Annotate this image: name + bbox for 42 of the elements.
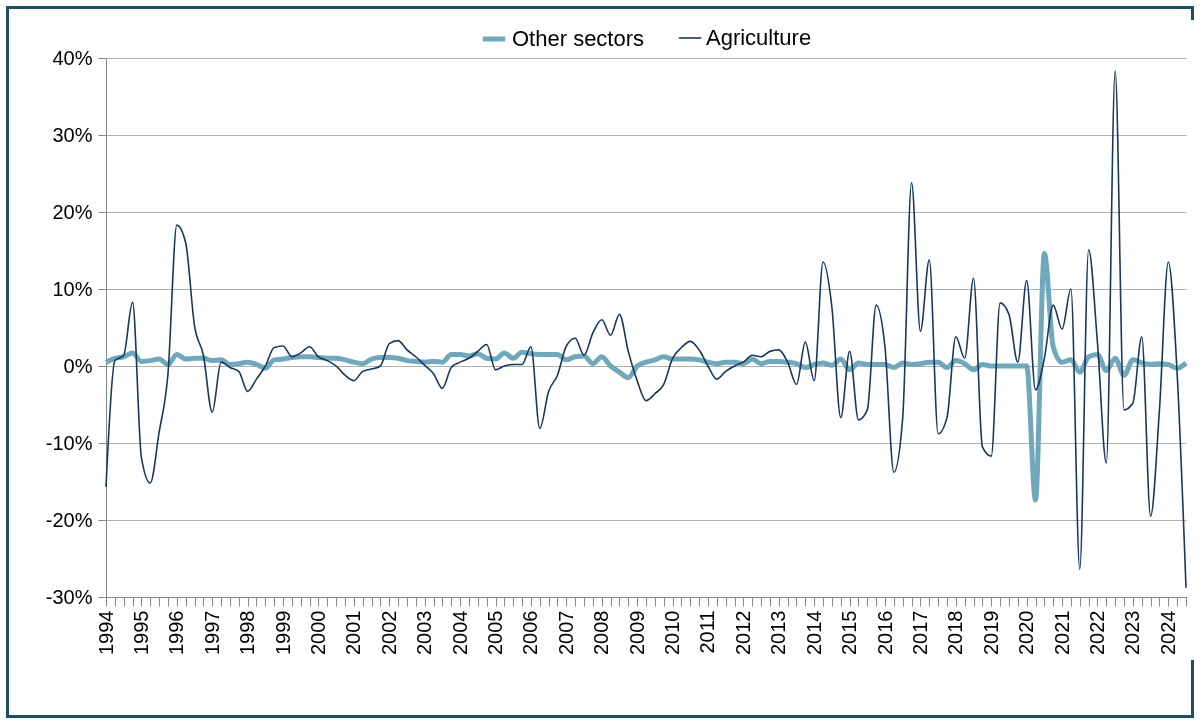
x-tick-label: 2017: [908, 610, 931, 655]
x-tick-label: 2005: [484, 610, 507, 655]
x-tick-label: 2018: [944, 610, 967, 655]
x-tick-label: 2016: [873, 610, 896, 655]
x-tick-label: 2014: [802, 610, 825, 655]
line-series: [105, 70, 1187, 589]
x-tick-label: 2008: [590, 610, 613, 655]
x-tick-label: 2007: [554, 610, 577, 655]
x-tick-label: 1994: [94, 610, 117, 655]
y-tick-label: 30%: [52, 123, 93, 146]
y-tick-label: 10%: [52, 277, 93, 300]
x-tick-label: 2022: [1085, 610, 1108, 655]
x-tick-label: 2009: [625, 610, 648, 655]
x-tick-label: 2006: [519, 610, 542, 655]
x-tick-label: 2000: [306, 610, 329, 655]
y-tick-label: -20%: [45, 508, 93, 531]
x-tick-label: 1999: [271, 610, 294, 655]
x-tick-label: 2012: [731, 610, 754, 655]
x-tick-label: 2021: [1050, 610, 1073, 655]
y-tick-label: -30%: [45, 585, 93, 608]
y-tick-label: 20%: [52, 200, 93, 223]
x-tick-label: 2003: [413, 610, 436, 655]
x-tick-label: 2015: [838, 610, 861, 655]
legend-label: Other sectors: [512, 26, 645, 51]
x-tick-label: 2001: [342, 610, 365, 655]
x-tick-label: 2024: [1156, 610, 1179, 655]
x-tick-label: 2010: [661, 610, 684, 655]
x-tick-label: 2019: [979, 610, 1002, 655]
y-tick-label: 40%: [52, 46, 93, 69]
x-tick-label: 1996: [165, 610, 188, 655]
x-tick-label: 2004: [448, 610, 471, 655]
x-tick-label: 1997: [200, 610, 223, 655]
x-tick-label: 1995: [129, 610, 152, 655]
legend-label: Agriculture: [706, 25, 812, 50]
x-tick-label: 2020: [1015, 610, 1038, 655]
x-tick-label: 2011: [696, 610, 719, 654]
y-tick-label: 0%: [63, 354, 93, 377]
x-tick-label: 2013: [767, 610, 790, 655]
y-tick-label: -10%: [45, 431, 93, 454]
x-tick-label: 1998: [236, 610, 259, 655]
x-tick-label: 2023: [1121, 610, 1144, 655]
x-tick-label: 2002: [377, 610, 400, 655]
